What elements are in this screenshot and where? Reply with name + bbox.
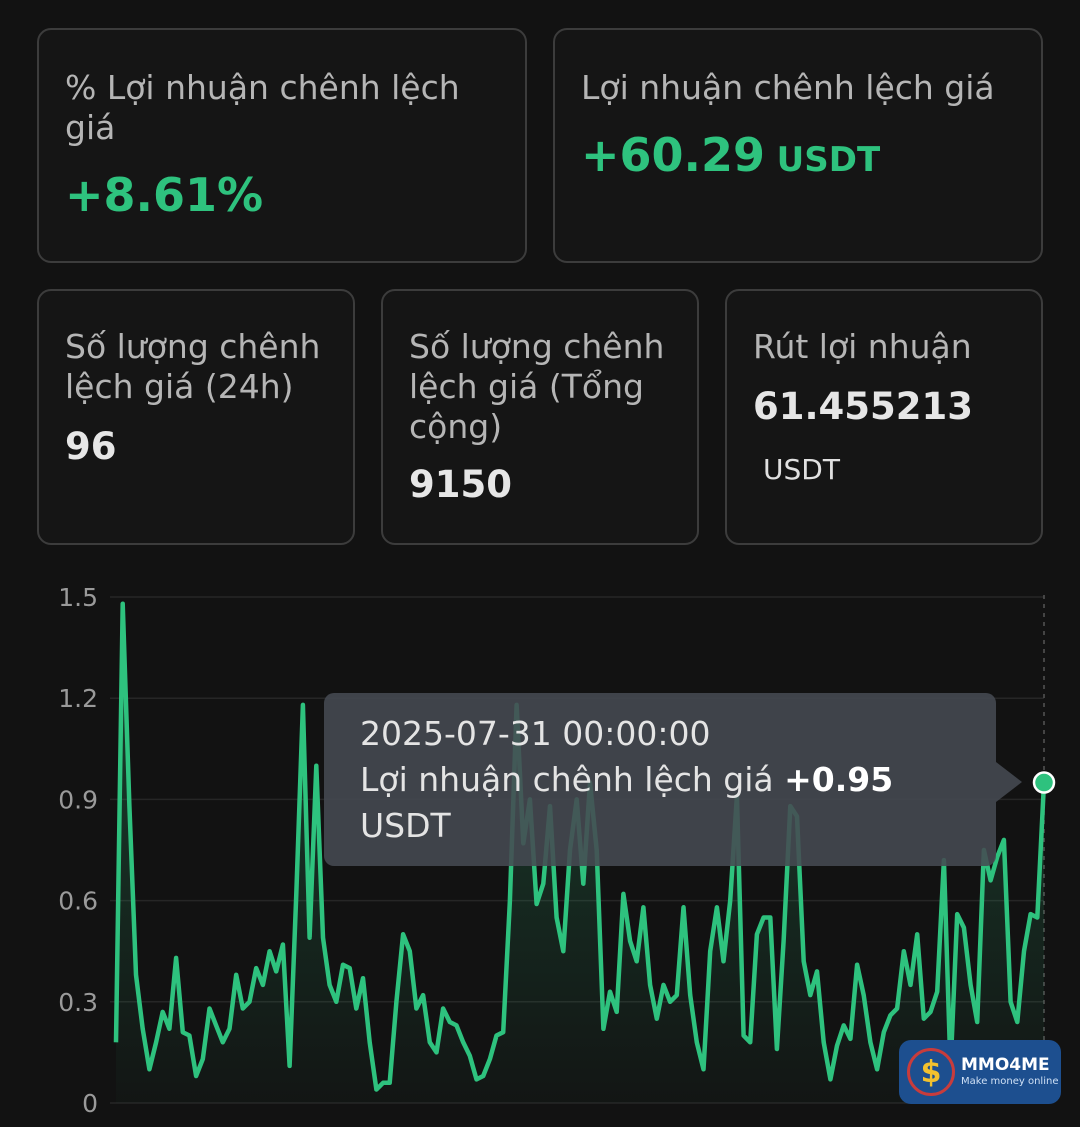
profit-card: Lợi nhuận chênh lệch giá +60.29 USDT <box>553 28 1043 263</box>
profit-percent-value: +8.61% <box>65 168 264 222</box>
y-tick-label: 1.2 <box>58 684 98 713</box>
highlight-point[interactable] <box>1032 771 1056 794</box>
watermark-badge: $ MMO4ME Make money online <box>899 1040 1061 1104</box>
y-tick-label: 0.6 <box>58 887 98 916</box>
profit-unit: USDT <box>776 140 881 180</box>
tooltip-body: Lợi nhuận chênh lệch giá +0.95 USDT <box>360 757 960 849</box>
arbitrage-count-total-value: 9150 <box>409 463 512 506</box>
arbitrage-count-24h-card: Số lượng chênh lệch giá (24h) 96 <box>37 289 355 545</box>
profit-label: Lợi nhuận chênh lệch giá <box>581 68 995 107</box>
chart-tooltip: 2025-07-31 00:00:00 Lợi nhuận chênh lệch… <box>324 693 996 866</box>
profit-value-row: +60.29 USDT <box>581 128 1023 182</box>
arbitrage-count-24h-value: 96 <box>65 425 117 468</box>
y-tick-label: 0.9 <box>58 785 98 814</box>
withdraw-profit-unit: USDT <box>763 453 840 486</box>
tooltip-label: Lợi nhuận chênh lệch giá <box>360 760 774 799</box>
profit-value: +60.29 <box>581 128 766 182</box>
profit-percent-label: % Lợi nhuận chênh lệch giá <box>65 68 460 147</box>
watermark-name: MMO4ME <box>961 1055 1050 1075</box>
arbitrage-count-24h-label: Số lượng chênh lệch giá (24h) <box>65 327 321 406</box>
dollar-logo-icon: $ <box>907 1048 955 1096</box>
y-tick-label: 1.5 <box>58 583 98 612</box>
y-tick-label: 0 <box>82 1089 98 1118</box>
arbitrage-count-total-card: Số lượng chênh lệch giá (Tổng cộng) 9150 <box>381 289 699 545</box>
arbitrage-count-total-label: Số lượng chênh lệch giá (Tổng cộng) <box>409 327 665 446</box>
withdraw-profit-card: Rút lợi nhuận 61.455213 USDT <box>725 289 1043 545</box>
profit-percent-card: % Lợi nhuận chênh lệch giá +8.61% <box>37 28 527 263</box>
tooltip-arrow <box>996 762 1022 802</box>
y-tick-label: 0.3 <box>58 988 98 1017</box>
tooltip-date: 2025-07-31 00:00:00 <box>360 714 711 753</box>
withdraw-profit-label: Rút lợi nhuận <box>753 327 972 366</box>
watermark-tagline: Make money online <box>961 1076 1059 1087</box>
tooltip-value: +0.95 <box>784 760 894 799</box>
tooltip-unit: USDT <box>360 806 451 845</box>
y-axis: 0 0.3 0.6 0.9 1.2 1.5 <box>58 583 98 1118</box>
withdraw-profit-value: 61.455213 <box>753 385 974 428</box>
